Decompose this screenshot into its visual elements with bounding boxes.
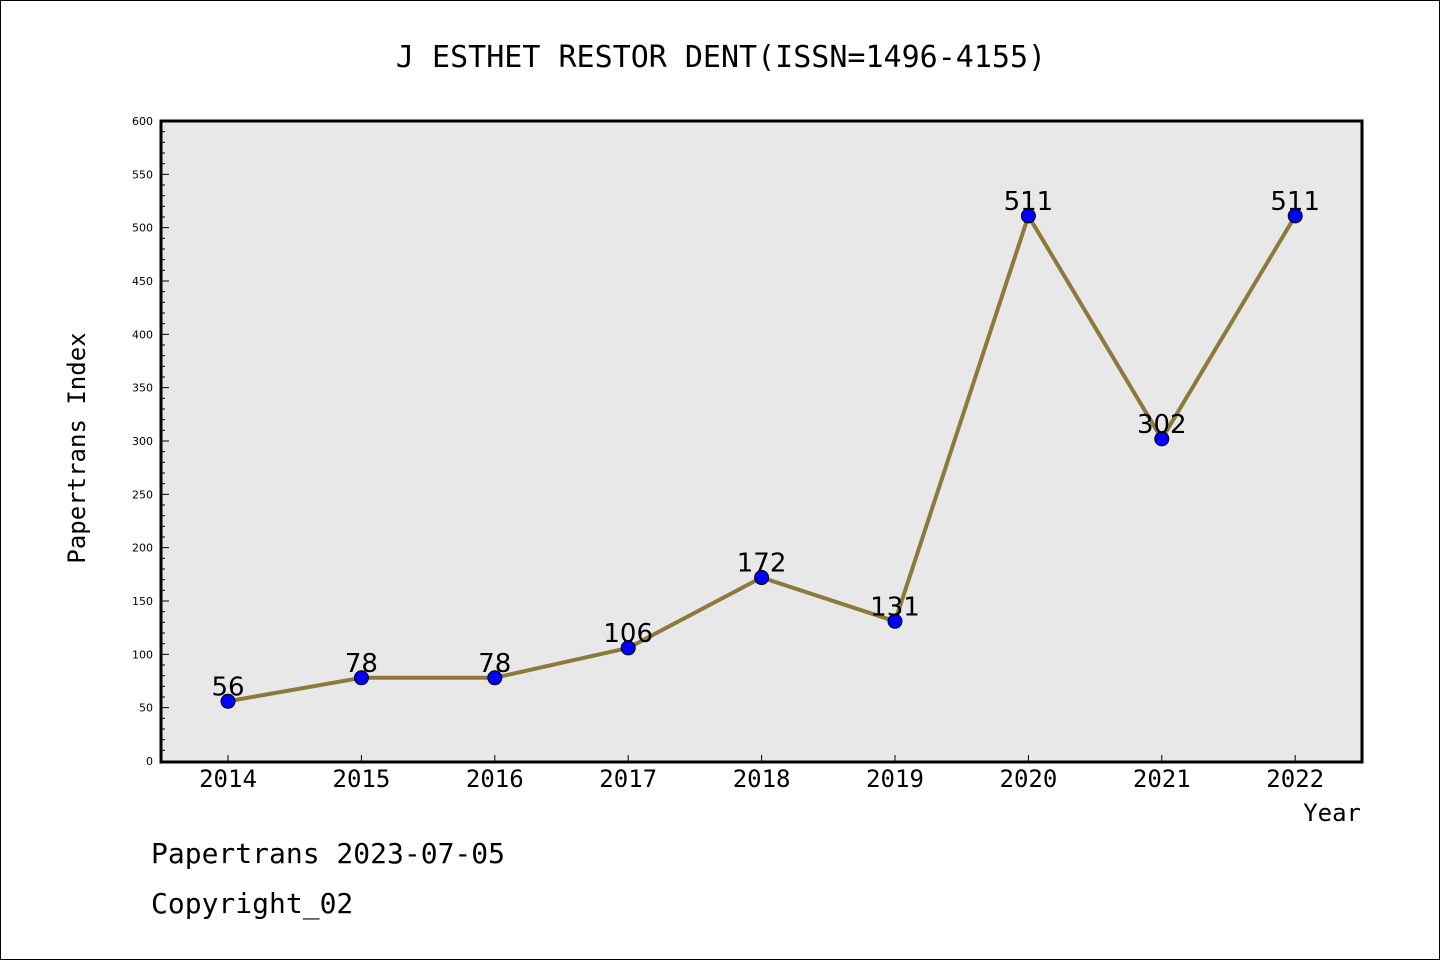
data-label: 131 xyxy=(870,592,920,622)
data-point xyxy=(220,693,236,709)
y-tick-label: 500 xyxy=(132,222,153,235)
data-point xyxy=(1020,208,1036,224)
x-axis-label: Year xyxy=(1303,799,1361,827)
y-tick-label: 100 xyxy=(132,648,153,661)
data-point xyxy=(1154,431,1170,447)
data-points xyxy=(220,208,1303,709)
x-tick-label: 2020 xyxy=(1000,765,1058,793)
x-tick-label: 2014 xyxy=(199,765,257,793)
footer-source: Papertrans 2023-07-05 xyxy=(151,837,506,870)
data-point xyxy=(353,670,369,686)
y-tick-label: 0 xyxy=(146,755,153,768)
y-tick-label: 200 xyxy=(132,542,153,555)
data-point xyxy=(1287,208,1303,224)
x-axis: 2014 2015 2016 2017 2018 2019 2020 2021 2022 xyxy=(199,755,1324,793)
x-tick-label: 2019 xyxy=(866,765,924,793)
data-label: 511 xyxy=(1004,187,1054,217)
chart-title: J ESTHET RESTOR DENT(ISSN=1496-4155) xyxy=(396,40,1046,75)
data-label: 78 xyxy=(478,649,511,679)
y-tick-label: 550 xyxy=(132,168,153,181)
y-tick-label: 350 xyxy=(132,382,153,395)
data-point xyxy=(620,640,636,656)
y-tick-label: 600 xyxy=(132,115,153,128)
data-point xyxy=(887,613,903,629)
data-point xyxy=(754,570,770,586)
plot-area xyxy=(159,119,1364,764)
y-tick-label: 50 xyxy=(139,702,153,715)
y-axis-label: Papertrans Index xyxy=(63,332,91,563)
x-tick-label: 2015 xyxy=(333,765,391,793)
data-label: 78 xyxy=(345,649,378,679)
x-tick-label: 2017 xyxy=(599,765,657,793)
y-tick-label: 400 xyxy=(132,328,153,341)
x-tick-label: 2018 xyxy=(733,765,791,793)
y-tick-label: 250 xyxy=(132,488,153,501)
y-tick-label: 300 xyxy=(132,435,153,448)
data-label: 172 xyxy=(737,549,787,579)
data-label: 56 xyxy=(211,672,244,702)
data-label: 106 xyxy=(603,619,653,649)
data-label: 302 xyxy=(1137,410,1187,440)
y-axis: 0 50 100 150 200 250 300 350 400 450 500 550 600 xyxy=(132,115,169,768)
data-labels: 56 78 78 106 172 131 511 302 511 xyxy=(211,187,1320,702)
y-tick-label: 150 xyxy=(132,595,153,608)
data-point xyxy=(487,670,503,686)
footer-copyright: Copyright_02 xyxy=(151,887,354,920)
x-tick-label: 2016 xyxy=(466,765,524,793)
x-tick-label: 2021 xyxy=(1133,765,1191,793)
y-tick-label: 450 xyxy=(132,275,153,288)
data-label: 511 xyxy=(1270,187,1320,217)
x-tick-label: 2022 xyxy=(1266,765,1324,793)
